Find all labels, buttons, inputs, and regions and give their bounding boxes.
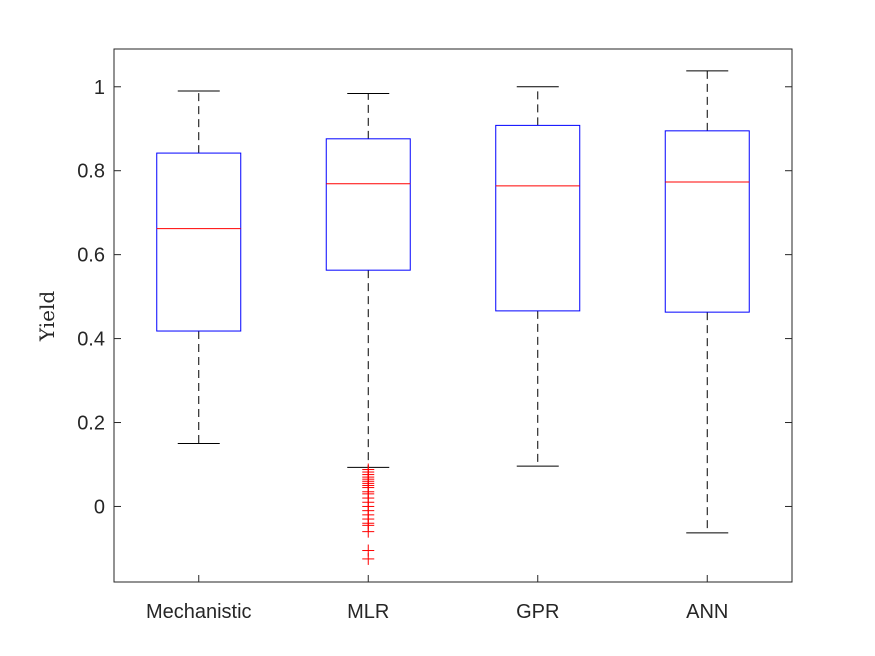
iqr-box: [325, 138, 411, 271]
box-mechanistic: [156, 90, 242, 582]
y-tick-label: 0: [94, 496, 105, 518]
x-tick-label: ANN: [686, 601, 728, 623]
box-gpr: [495, 86, 581, 582]
iqr-box: [495, 124, 581, 312]
y-tick-label: 0.8: [77, 161, 105, 183]
x-tick-label: MLR: [347, 601, 389, 623]
x-tick-label: GPR: [516, 601, 559, 623]
iqr-box: [156, 152, 242, 332]
plot-area: [113, 48, 793, 583]
y-tick-label: 0.6: [77, 245, 105, 267]
x-axis-labels: Mechanistic MLR GPR ANN: [146, 601, 728, 623]
outlier-point: [362, 552, 375, 565]
y-tick-label: 0.2: [77, 413, 105, 435]
y-axis-title: Yield: [35, 291, 59, 342]
box-ann: [664, 70, 750, 582]
outlier-point: [362, 525, 375, 538]
y-tick-label: 0.4: [77, 329, 105, 351]
x-tick-label: Mechanistic: [146, 601, 252, 623]
y-tick-label: 1: [94, 77, 105, 99]
box-mlr: [325, 92, 411, 582]
iqr-box: [664, 130, 750, 313]
y-axis-ticks: 0 0.2 0.4 0.6 0.8 1: [77, 77, 792, 518]
boxes-layer: [156, 70, 750, 582]
